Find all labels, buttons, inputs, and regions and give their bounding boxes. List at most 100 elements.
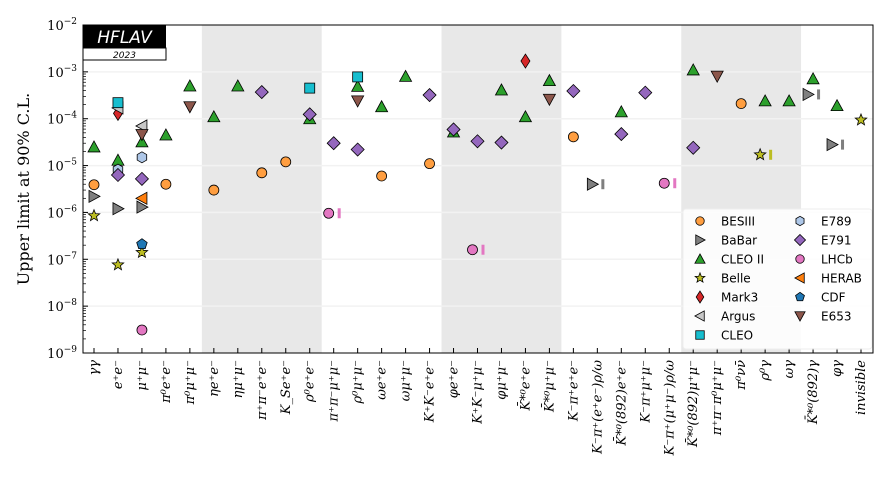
legend-item: CLEO [695, 329, 753, 343]
legend-item: E791 [793, 233, 852, 248]
y-tick-label: 10−4 [47, 111, 77, 128]
x-tick-label: γγ [87, 360, 102, 376]
data-point [494, 83, 509, 96]
legend-label: E653 [821, 310, 852, 324]
x-tick-label: π⁰νν̄ [734, 360, 749, 391]
x-tick-label: K̄*⁰(892)γ [805, 360, 821, 425]
data-point [470, 134, 485, 149]
legend-item: HERAB [794, 272, 862, 286]
new-result-bar [601, 179, 605, 190]
data-point [566, 83, 581, 99]
x-tick-label: ωe⁺e⁻ [375, 360, 390, 400]
x-tick-label: K⁺K⁻e⁺e⁻ [423, 360, 438, 423]
y-tick-label: 10−6 [47, 204, 77, 221]
legend-label: BaBar [721, 234, 757, 248]
data-point [614, 105, 628, 118]
series-babar [88, 87, 845, 216]
data-point [134, 171, 150, 186]
data-point [802, 87, 815, 102]
data-point [542, 73, 557, 87]
x-tick-label: K⁻π⁺μ⁺μ⁻ [638, 360, 653, 424]
data-point [350, 79, 365, 92]
legend-marker [795, 215, 805, 227]
shaded-band [441, 25, 562, 353]
x-tick-label: K⁺K⁻μ⁺μ⁻ [471, 360, 486, 425]
data-point [208, 184, 220, 196]
series-belle [87, 112, 868, 271]
data-point [231, 79, 245, 92]
x-tick-label: ρ⁰μ⁺μ⁻ [351, 360, 366, 404]
new-result-bar [817, 89, 821, 100]
data-point [254, 85, 269, 100]
series-e653 [135, 70, 724, 142]
x-tick-label: ρ⁰γ [758, 360, 773, 382]
data-point [136, 200, 149, 214]
data-point [136, 238, 148, 250]
x-tick-label: μ⁺μ⁻ [135, 360, 150, 391]
data-point [735, 98, 747, 110]
data-point [542, 93, 557, 107]
legend-item: CDF [795, 291, 846, 305]
legend-marker [695, 290, 705, 304]
x-tick-label: φe⁺e⁻ [447, 360, 462, 398]
legend-marker [795, 254, 805, 264]
data-point [806, 71, 820, 85]
x-tick-label: ηe⁺e⁻ [207, 360, 222, 397]
data-point [88, 179, 100, 191]
legend-label: E789 [821, 215, 852, 229]
y-tick-label: 10−2 [47, 17, 77, 34]
shaded-bands [201, 25, 802, 353]
data-point [135, 129, 149, 142]
data-point [830, 98, 844, 112]
new-result-bar [769, 149, 773, 160]
data-point [87, 140, 101, 153]
data-point [398, 69, 413, 82]
data-point [658, 177, 670, 189]
data-point [112, 97, 124, 109]
data-point [520, 53, 531, 69]
y-axis-label: Upper limit at 90% C.L. [14, 93, 33, 285]
data-point [256, 167, 268, 179]
legend-marker [694, 310, 705, 322]
data-point [160, 178, 172, 190]
legend-marker [794, 272, 805, 284]
data-point [686, 140, 701, 155]
legend-marker [793, 233, 807, 247]
x-tick-label: ρ⁰e⁺e⁻ [303, 360, 318, 403]
data-point [854, 112, 868, 126]
data-point [710, 70, 724, 83]
legend-label: BESIII [721, 215, 755, 229]
x-tick-label: K⁻π⁺(e⁺e⁻)ρ/ω [590, 360, 605, 455]
data-point [686, 63, 700, 76]
data-point [352, 71, 364, 83]
series-besiii [88, 98, 747, 196]
legend-label: HERAB [821, 272, 862, 286]
x-tick-label: K⁻π⁺(μ⁺μ⁻)ρ/ω [662, 360, 677, 457]
x-tick-label: K̄*⁰μ⁺μ⁻ [541, 360, 557, 413]
data-point [135, 245, 149, 259]
logo-year: 2023 [113, 51, 136, 61]
data-point [87, 208, 101, 222]
x-tick-label: K_Se⁺e⁻ [279, 360, 294, 415]
data-point [758, 94, 772, 107]
legend-label: Belle [721, 272, 751, 286]
data-point [467, 244, 478, 256]
shaded-band [201, 25, 322, 353]
x-tick-label: φμ⁺μ⁻ [494, 360, 509, 400]
data-point [826, 137, 839, 152]
legend-label: LHCb [821, 253, 853, 267]
data-point [304, 82, 316, 94]
y-tick-label: 10−3 [47, 64, 77, 81]
data-point [280, 156, 292, 168]
legend-label: CLEO II [721, 253, 764, 267]
data-point [518, 109, 533, 123]
x-tick-label: K⁻π⁺e⁺e⁻ [566, 360, 581, 422]
new-result-bar [673, 178, 677, 189]
legend-item: CLEO II [694, 253, 764, 267]
new-result-bar [337, 208, 341, 219]
data-point [207, 109, 221, 123]
x-tick-label: K̄*⁰(892)e⁺e⁻ [613, 360, 629, 447]
x-tick-label: ωγ [782, 360, 797, 379]
new-result-bar [481, 244, 485, 255]
